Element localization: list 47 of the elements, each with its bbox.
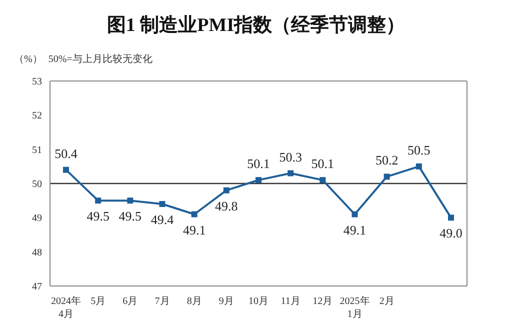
- x-tick-label: 10月: [248, 296, 268, 307]
- point: [127, 198, 134, 204]
- x-tick-label: 8月: [186, 296, 202, 307]
- point: [416, 163, 422, 170]
- point: [384, 174, 390, 180]
- chart-title: 图1 制造业PMI指数（经季节调整）: [106, 14, 406, 38]
- point: [448, 214, 454, 221]
- data-label: 50.4: [54, 146, 78, 161]
- x-tick-label: 12月: [312, 296, 333, 307]
- point: [191, 211, 198, 218]
- x-tick-label: 6月: [122, 296, 138, 307]
- data-label: 50.3: [279, 149, 302, 164]
- x-tick-label: 5月: [90, 296, 106, 307]
- data-label: 50.5: [408, 142, 430, 158]
- y-tick-label: 53: [32, 76, 42, 88]
- y-axis-title: （%）: [14, 54, 42, 65]
- y-tick-label: 50: [32, 179, 42, 190]
- data-label: 49.5: [86, 208, 110, 224]
- text: 50%=与上月比较无变化: [48, 54, 152, 65]
- point: [288, 170, 294, 176]
- data-label: 50.2: [375, 152, 398, 168]
- x-tick-label: 11月: [280, 296, 300, 307]
- x-tick-label: 2025年 1月: [340, 295, 370, 320]
- y-tick-label: 51: [32, 144, 42, 156]
- y-tick-label: 52: [32, 110, 42, 122]
- data-label: 49.1: [343, 222, 366, 238]
- x-tick-label: 9月: [218, 296, 234, 307]
- data-label: 49.1: [182, 222, 206, 238]
- x-tick-label: 7月: [154, 296, 170, 307]
- point: [63, 166, 69, 173]
- data-label: 49.8: [215, 198, 238, 214]
- data-label: 49.5: [118, 208, 142, 224]
- point: [223, 187, 230, 194]
- point: [159, 201, 166, 207]
- point: [256, 177, 262, 184]
- y-tick-label: 49: [32, 213, 42, 224]
- x-tick-label: 2024年 4月: [51, 295, 81, 320]
- point: [95, 198, 102, 204]
- data-label: 50.1: [311, 156, 334, 172]
- x-tick-label: 2月: [379, 296, 394, 307]
- y-tick-label: 48: [32, 247, 42, 258]
- data-label: 49.0: [440, 226, 462, 241]
- y-tick-label: 47: [32, 282, 42, 293]
- point: [320, 177, 326, 184]
- data-label: 49.4: [150, 212, 174, 227]
- point: [352, 211, 358, 218]
- data-label: 50.1: [247, 156, 270, 172]
